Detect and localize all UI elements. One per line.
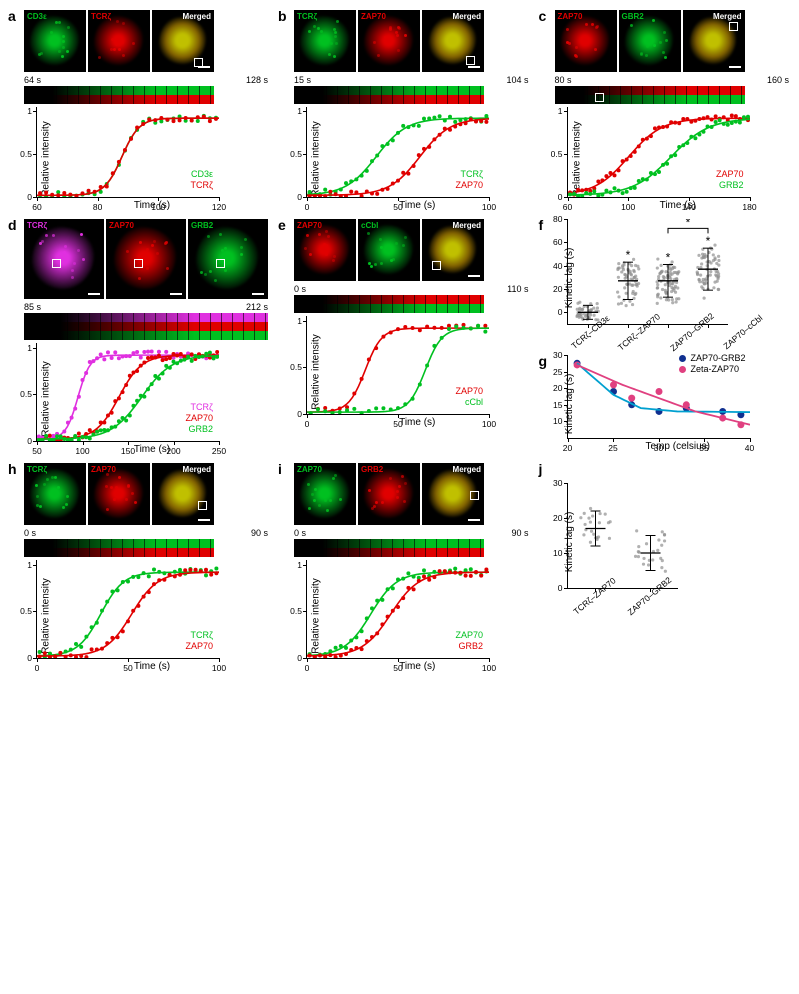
chart: Relative intensity00.51050100TCRζZAP70Ti… — [14, 560, 268, 672]
micrograph: ZAP70 — [106, 219, 186, 299]
panel-label: j — [539, 461, 543, 477]
micrograph: ZAP70 — [88, 463, 150, 525]
micrograph-label: TCRζ — [91, 12, 111, 21]
micrograph-label: Merged — [713, 12, 741, 21]
panel-g: gKinetic lag (s)10152025302025303540ZAP7… — [541, 355, 790, 452]
panel-d: d TCRζ ZAP70 GRB2 85 s212 sRelative intensit… — [10, 219, 268, 455]
chart: Relative intensity00.51050100ZAP70cCblTi… — [284, 316, 529, 428]
panel-label: a — [8, 8, 16, 24]
micrograph-label: Merged — [183, 465, 211, 474]
micrograph-label: Merged — [453, 12, 481, 21]
kymograph: 0 s90 s — [294, 528, 529, 557]
micrograph: TCRζ — [24, 463, 86, 525]
chart: Relative intensity00.5150100150200250TCR… — [14, 343, 268, 455]
panel-f: fKinetic lag (s)020406080****TCRζ–CD3εTC… — [541, 219, 790, 337]
micrograph-label: ZAP70 — [361, 12, 386, 21]
panel-label: h — [8, 461, 17, 477]
micrograph: Merged — [152, 10, 214, 72]
chart: Relative intensity00.51050100TCRζZAP70Ti… — [284, 107, 529, 211]
svg-text:*: * — [685, 219, 690, 229]
micrograph: TCRζ — [24, 219, 104, 299]
chart: Kinetic lag (s)10152025302025303540ZAP70… — [545, 355, 790, 452]
scatter-plot: Kinetic lag (s)020406080****TCRζ–CD3εTCR… — [541, 219, 790, 337]
micrograph: ZAP70 — [294, 219, 356, 281]
micrograph-label: TCRζ — [297, 12, 317, 21]
micrograph: GRB2 — [358, 463, 420, 525]
micrograph: Merged — [422, 463, 484, 525]
micrograph: Merged — [152, 463, 214, 525]
micrograph: GRB2 — [188, 219, 268, 299]
kymograph: 85 s212 s — [24, 302, 268, 340]
panel-label: e — [278, 217, 286, 233]
micrograph-label: ZAP70 — [109, 221, 134, 230]
panel-label: i — [278, 461, 282, 477]
panel-c: c ZAP70 GBR2 Merged 80 s160 s Relative intens… — [541, 10, 790, 211]
micrograph-label: ZAP70 — [297, 465, 322, 474]
micrograph: CD3ε — [24, 10, 86, 72]
panel-label: f — [539, 217, 544, 233]
micrograph-label: TCRζ — [27, 221, 47, 230]
micrograph: TCRζ — [88, 10, 150, 72]
micrograph-label: Merged — [453, 465, 481, 474]
panel-label: c — [539, 8, 547, 24]
micrograph-label: ZAP70 — [91, 465, 116, 474]
svg-text:*: * — [625, 248, 630, 262]
micrograph-label: Merged — [183, 12, 211, 21]
micrograph: Merged — [683, 10, 745, 72]
micrograph-label: GBR2 — [622, 12, 644, 21]
micrograph-label: ZAP70 — [558, 12, 583, 21]
kymograph: 80 s160 s — [555, 75, 790, 104]
micrograph-label: GRB2 — [191, 221, 213, 230]
kymograph: 0 s110 s — [294, 284, 529, 313]
micrograph: TCRζ — [294, 10, 356, 72]
panel-a: a CD3ε TCRζ Merged 64 s128 s Relative intensi… — [10, 10, 268, 211]
chart: Relative intensity00.51050100ZAP70GRB2Ti… — [284, 560, 529, 672]
kymograph: 0 s90 s — [24, 528, 268, 557]
scatter-plot: Kinetic lag (s)0102030TCRζ–ZAP70ZAP70–GR… — [541, 483, 790, 601]
micrograph: ZAP70 — [555, 10, 617, 72]
micrograph-label: GRB2 — [361, 465, 383, 474]
panel-j: j Kinetic lag (s)0102030TCRζ–ZAP70ZAP70–G… — [541, 463, 790, 672]
panel-h: h TCRζ ZAP70 Merged 0 s90 s Relative intensit… — [10, 463, 268, 672]
panel-b: b TCRζ ZAP70 Merged 15 s104 s Relative intens… — [280, 10, 529, 211]
panel-i: i ZAP70 GRB2 Merged 0 s90 s Relative intensit… — [280, 463, 529, 672]
micrograph: Merged — [422, 10, 484, 72]
panel-label: b — [278, 8, 287, 24]
chart: Relative intensity00.516080100120CD3εTCR… — [14, 107, 268, 211]
micrograph-label: cCbl — [361, 221, 378, 230]
panel-label: d — [8, 217, 17, 233]
micrograph: GBR2 — [619, 10, 681, 72]
panel-label: g — [539, 353, 548, 369]
svg-text:*: * — [705, 234, 710, 248]
chart: Relative intensity00.5160100140180ZAP70G… — [545, 107, 790, 211]
kymograph: 64 s128 s — [24, 75, 268, 104]
micrograph-label: TCRζ — [27, 465, 47, 474]
micrograph: Merged — [422, 219, 484, 281]
micrograph: ZAP70 — [294, 463, 356, 525]
kymograph: 15 s104 s — [294, 75, 529, 104]
micrograph-label: CD3ε — [27, 12, 47, 21]
svg-text:*: * — [665, 251, 670, 265]
panel-e: e ZAP70 cCbl Merged 0 s110 s Relative intensi… — [280, 219, 529, 455]
micrograph-label: Merged — [453, 221, 481, 230]
micrograph: cCbl — [358, 219, 420, 281]
micrograph: ZAP70 — [358, 10, 420, 72]
micrograph-label: ZAP70 — [297, 221, 322, 230]
